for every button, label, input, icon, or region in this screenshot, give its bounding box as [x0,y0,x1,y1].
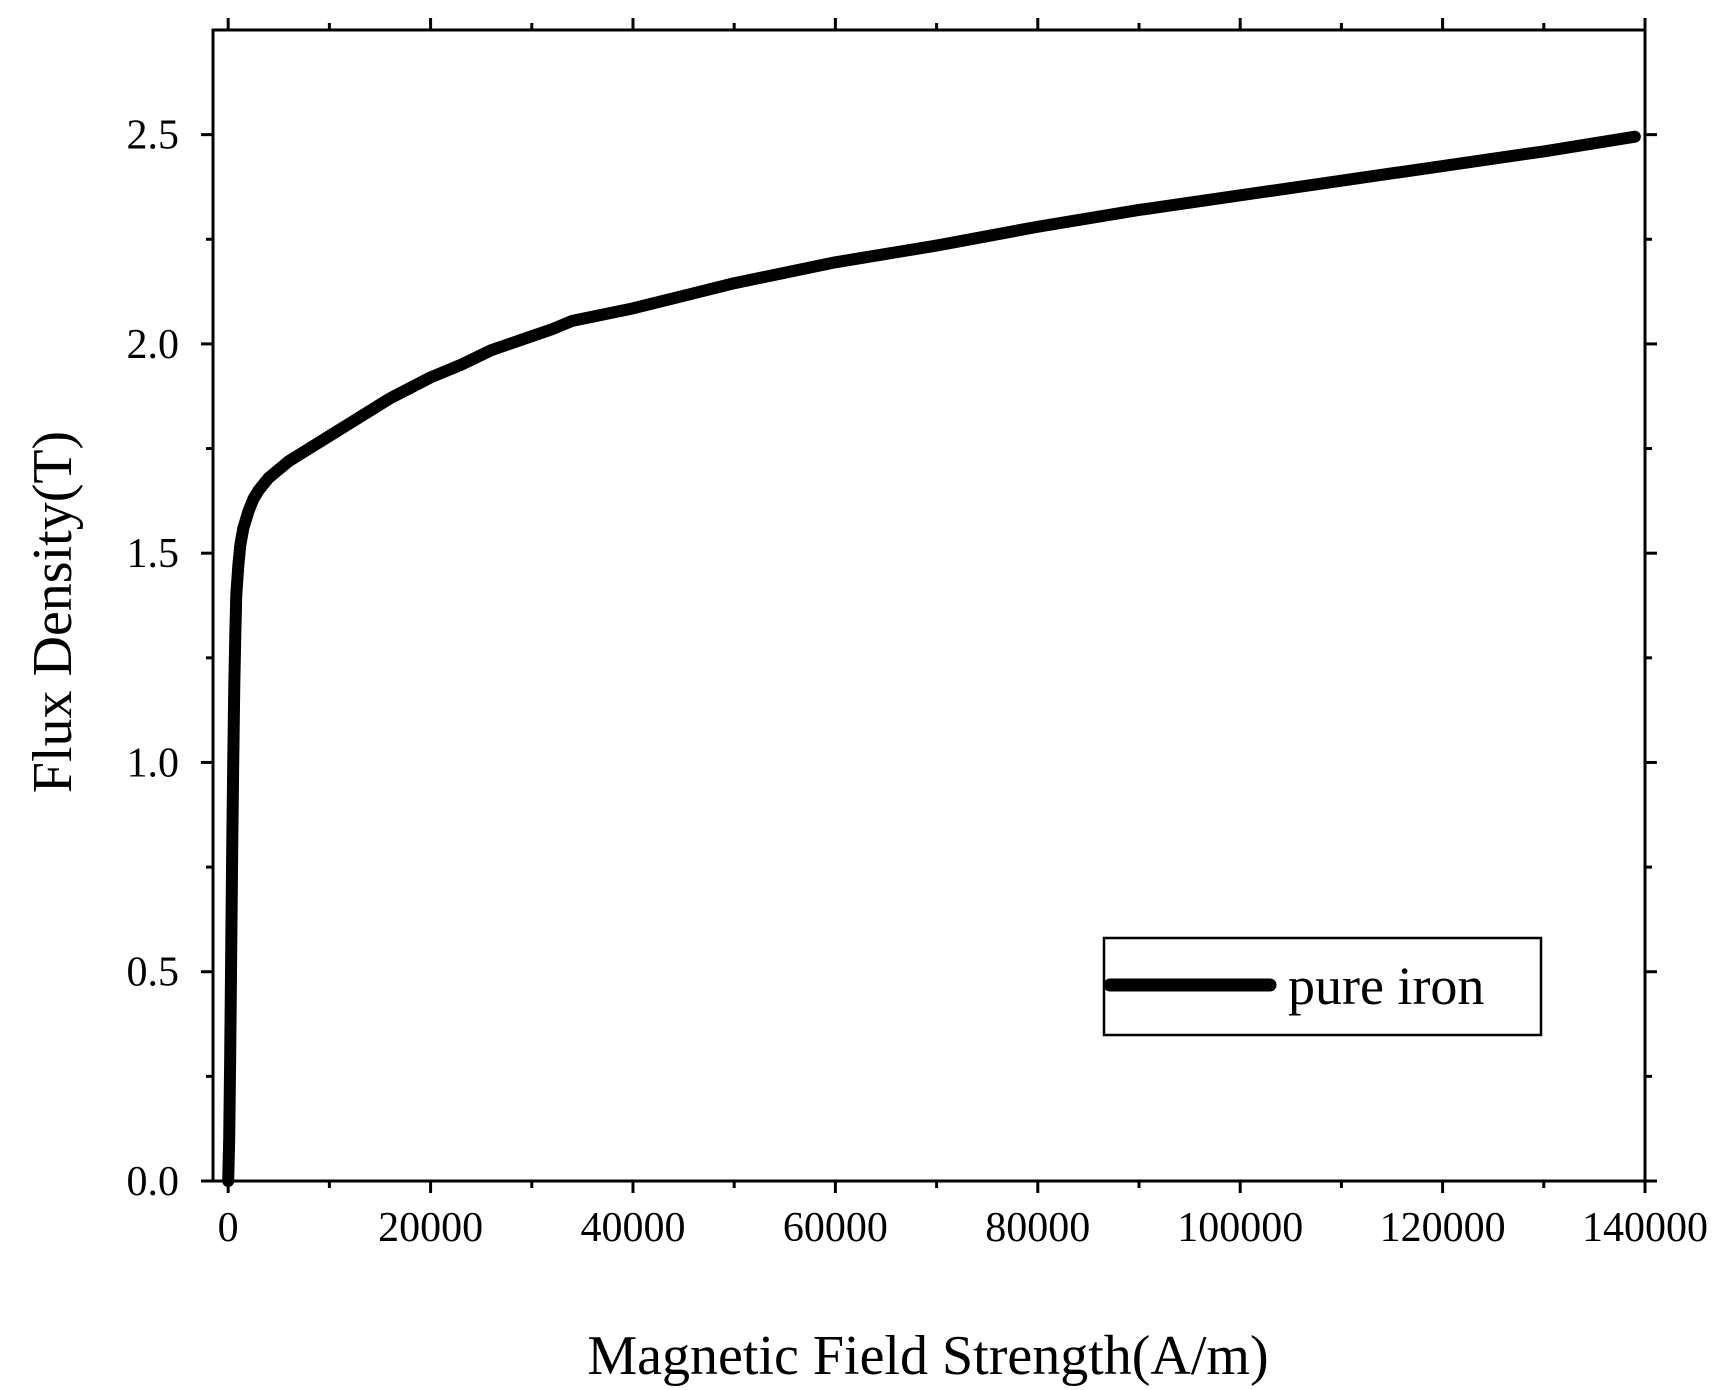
series-group [222,130,1641,1187]
axis-tick-labels: 0 20000 40000 60000 80000 100000 120000 140000 0… [127,113,1709,1251]
x-axis-title: Magnetic Field Strength(A/m) [587,1325,1268,1387]
x-tick-label-7: 140000 [1582,1205,1708,1251]
x-tick-label-2: 40000 [580,1205,685,1251]
x-tick-label-3: 60000 [783,1205,888,1251]
x-tick-label-6: 120000 [1380,1205,1506,1251]
y-tick-label-4: 2.0 [127,322,180,368]
x-tick-label-4: 80000 [985,1205,1090,1251]
y-tick-label-3: 1.5 [127,531,180,577]
y-tick-label-1: 0.5 [127,950,180,996]
plot-frame [211,28,1647,1183]
legend: pure iron [1102,936,1543,1037]
x-tick-label-0: 0 [218,1205,239,1251]
plot-frame-group [211,28,1647,1183]
x-tick-label-5: 100000 [1177,1205,1303,1251]
x-tick-label-1: 20000 [378,1205,483,1251]
legend-label-pure-iron: pure iron [1288,956,1484,1016]
y-axis-title: Flux Density(T) [22,431,84,793]
series-line-pure-iron [222,130,1641,1187]
y-tick-label-5: 2.5 [127,113,180,159]
axis-ticks [201,18,1657,1193]
y-tick-label-2: 1.0 [127,740,180,786]
y-tick-label-0: 0.0 [127,1159,180,1205]
